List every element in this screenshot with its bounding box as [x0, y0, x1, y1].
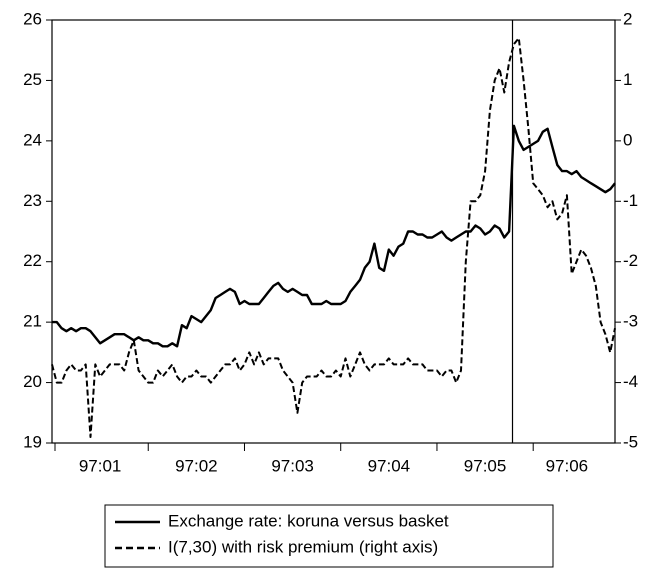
y2-tick-label: 2 — [623, 9, 632, 28]
y-tick-label: 25 — [23, 70, 42, 89]
x-tick-label: 97:06 — [546, 456, 589, 475]
y-tick-label: 23 — [23, 191, 42, 210]
y-tick-label: 21 — [23, 312, 42, 331]
series-line — [51, 37, 616, 438]
x-tick-label: 97:01 — [79, 456, 122, 475]
y2-tick-label: 0 — [623, 130, 632, 149]
legend-label: I(7,30) with risk premium (right axis) — [168, 537, 438, 556]
y-tick-label: 26 — [23, 9, 42, 28]
legend-label: Exchange rate: koruna versus basket — [168, 511, 449, 530]
legend-box — [104, 504, 554, 568]
x-tick-label: 97:05 — [464, 456, 507, 475]
y-tick-label: 20 — [23, 372, 42, 391]
y2-tick-label: -1 — [623, 191, 638, 210]
x-tick-label: 97:02 — [175, 456, 218, 475]
y2-tick-label: -4 — [623, 372, 638, 391]
x-tick-label: 97:03 — [271, 456, 314, 475]
plot-frame — [51, 19, 616, 444]
y-tick-label: 19 — [23, 432, 42, 451]
series-line — [52, 124, 616, 348]
y2-tick-label: -2 — [623, 251, 638, 270]
y2-tick-label: 1 — [623, 70, 632, 89]
y-tick-label: 24 — [23, 130, 42, 149]
y-tick-label: 22 — [23, 251, 42, 270]
y2-tick-label: -3 — [623, 312, 638, 331]
y2-tick-label: -5 — [623, 432, 638, 451]
x-tick-label: 97:04 — [368, 456, 411, 475]
